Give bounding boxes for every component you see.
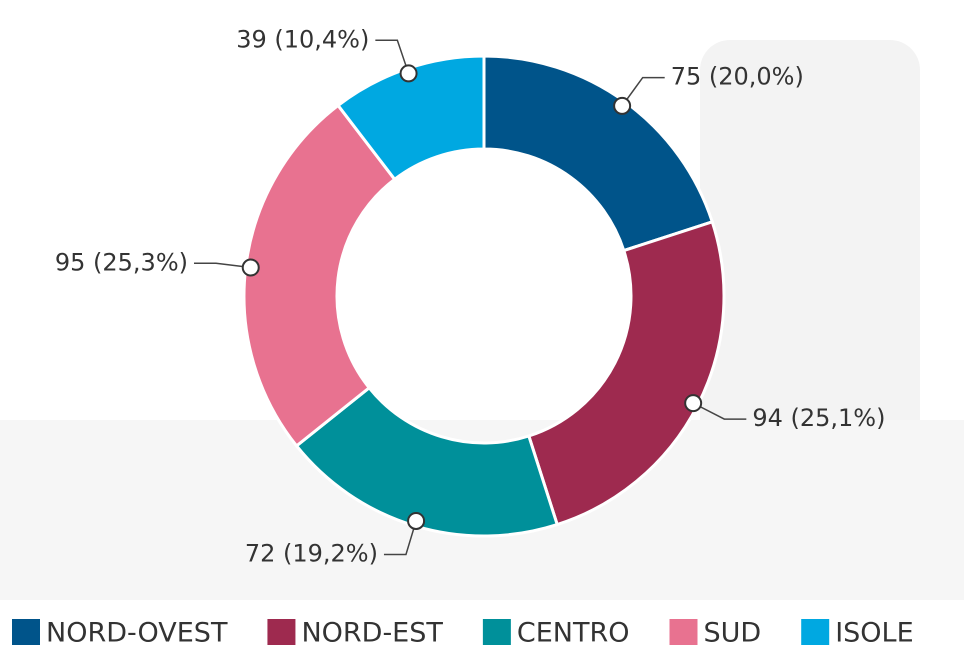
data-label: 94 (25,1%) xyxy=(752,404,885,432)
leader-dot xyxy=(401,65,417,81)
leader-dot xyxy=(408,513,424,529)
legend-label: SUD xyxy=(704,618,762,645)
leader-dot xyxy=(614,98,630,114)
leader-dot xyxy=(685,395,701,411)
legend-swatch xyxy=(12,619,40,645)
legend-swatch xyxy=(670,619,698,645)
legend-label: NORD-OVEST xyxy=(46,618,228,645)
leader-dot xyxy=(243,260,259,276)
legend-label: ISOLE xyxy=(835,618,913,645)
legend-label: NORD-EST xyxy=(301,618,443,645)
page: 75 (20,0%) 94 (25,1%) 72 (19,2%) 95 (25,3%)… xyxy=(0,0,964,645)
legend-swatch xyxy=(483,619,511,645)
legend-label: CENTRO xyxy=(517,618,630,645)
chart: 75 (20,0%) 94 (25,1%) 72 (19,2%) 95 (25,3%)… xyxy=(0,0,964,645)
data-label: 95 (25,3%) xyxy=(55,248,188,276)
legend-swatch xyxy=(267,619,295,645)
legend-swatch xyxy=(801,619,829,645)
background-shape xyxy=(700,40,920,460)
data-label: 72 (19,2%) xyxy=(245,539,378,567)
data-label: 75 (20,0%) xyxy=(671,63,804,91)
data-label: 39 (10,4%) xyxy=(236,25,369,53)
